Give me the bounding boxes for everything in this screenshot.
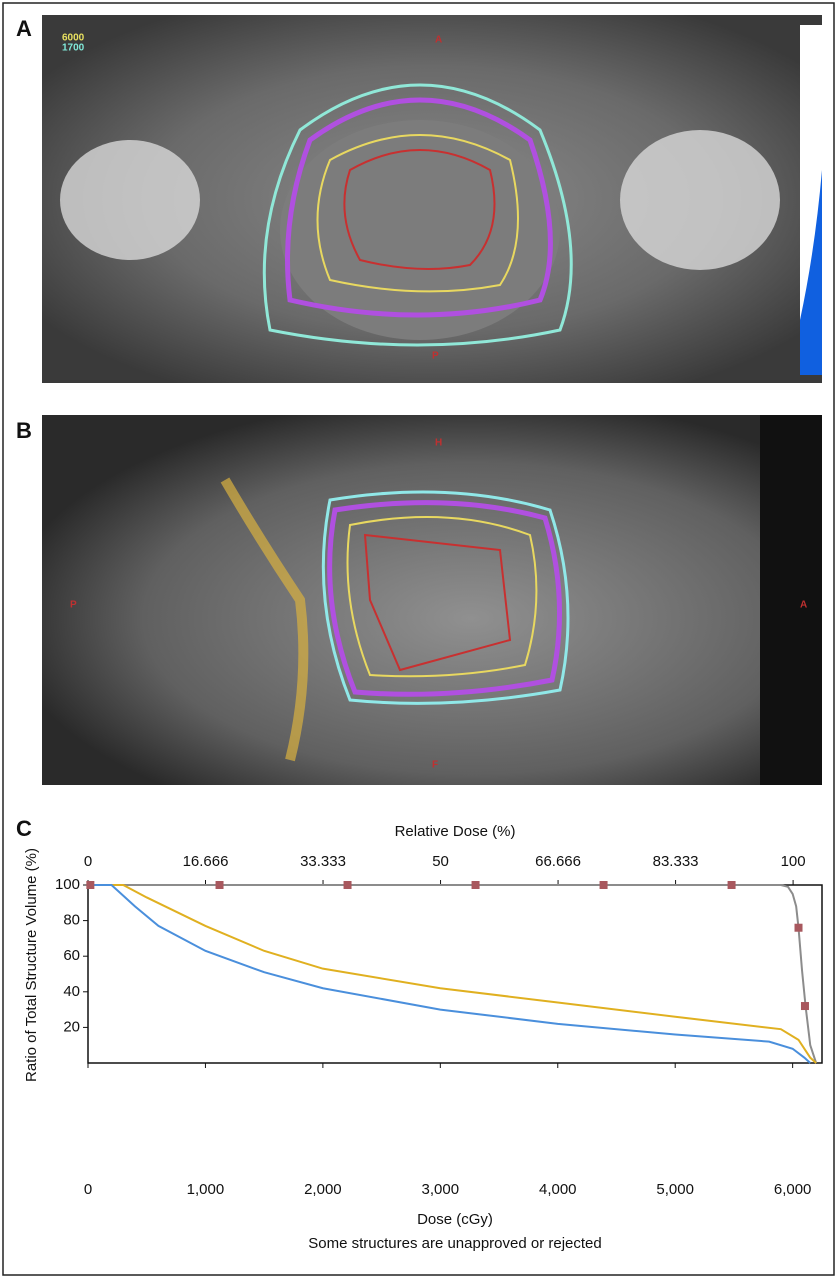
y-axis-label: Ratio of Total Structure Volume (%) [23, 848, 40, 1082]
contour [346, 516, 538, 678]
histogram [800, 170, 822, 375]
x-tick-label: 3,000 [422, 1181, 460, 1198]
contour [343, 149, 496, 270]
contour [285, 97, 553, 318]
x2-tick-label: 0 [84, 853, 92, 870]
x2-tick-label: 66.666 [535, 853, 581, 870]
contour [363, 533, 512, 672]
marker [471, 881, 480, 889]
marker [599, 881, 608, 889]
bone [60, 140, 200, 260]
overlay-label: A [435, 35, 442, 46]
x2-tick-label: 100 [781, 853, 806, 870]
contour [220, 477, 309, 762]
contour [262, 83, 573, 347]
y-tick-label: 100 [55, 876, 80, 893]
overlay-label: F [432, 760, 438, 771]
marker [343, 881, 352, 889]
contour [316, 134, 519, 293]
dvh-curve [88, 884, 817, 1064]
overlay-label: A [800, 600, 807, 611]
ct-sagittal-image [42, 415, 822, 785]
panel-label: A [16, 16, 32, 41]
x-tick-label: 0 [84, 1181, 92, 1198]
y-tick-label: 80 [63, 912, 80, 929]
x2-tick-label: 16.666 [183, 853, 229, 870]
y-tick-label: 40 [63, 983, 80, 1000]
x-tick-label: 2,000 [304, 1181, 342, 1198]
overlay-label: 1700 [62, 43, 85, 54]
marker [215, 881, 224, 889]
x-axis-label: Dose (cGy) [417, 1211, 493, 1228]
marker [800, 1002, 809, 1011]
x-tick-label: 4,000 [539, 1181, 577, 1198]
x2-tick-label: 83.333 [653, 853, 699, 870]
marker [86, 881, 95, 889]
bone [620, 130, 780, 270]
marker [794, 923, 803, 932]
x-tick-label: 5,000 [656, 1181, 694, 1198]
axis-title: Relative Dose (%) [395, 823, 516, 840]
overlay-label: P [432, 351, 439, 362]
y-tick-label: 20 [63, 1018, 80, 1035]
x2-tick-label: 50 [432, 853, 449, 870]
overlay-label: P [70, 600, 77, 611]
note: Some structures are unapproved or reject… [308, 1235, 602, 1252]
contour [327, 500, 562, 697]
panel-label: C [16, 816, 32, 841]
overlay-label: 6000 [62, 33, 85, 44]
background [760, 415, 822, 785]
panel-label: B [16, 418, 32, 443]
contour [321, 490, 570, 705]
marker [727, 881, 736, 889]
x-tick-label: 6,000 [774, 1181, 812, 1198]
dvh-curve [88, 884, 818, 1064]
x-tick-label: 1,000 [187, 1181, 225, 1198]
overlay-label: H [435, 438, 442, 449]
x2-tick-label: 33.333 [300, 853, 346, 870]
dvh-curve [88, 884, 811, 1064]
y-tick-label: 60 [63, 947, 80, 964]
